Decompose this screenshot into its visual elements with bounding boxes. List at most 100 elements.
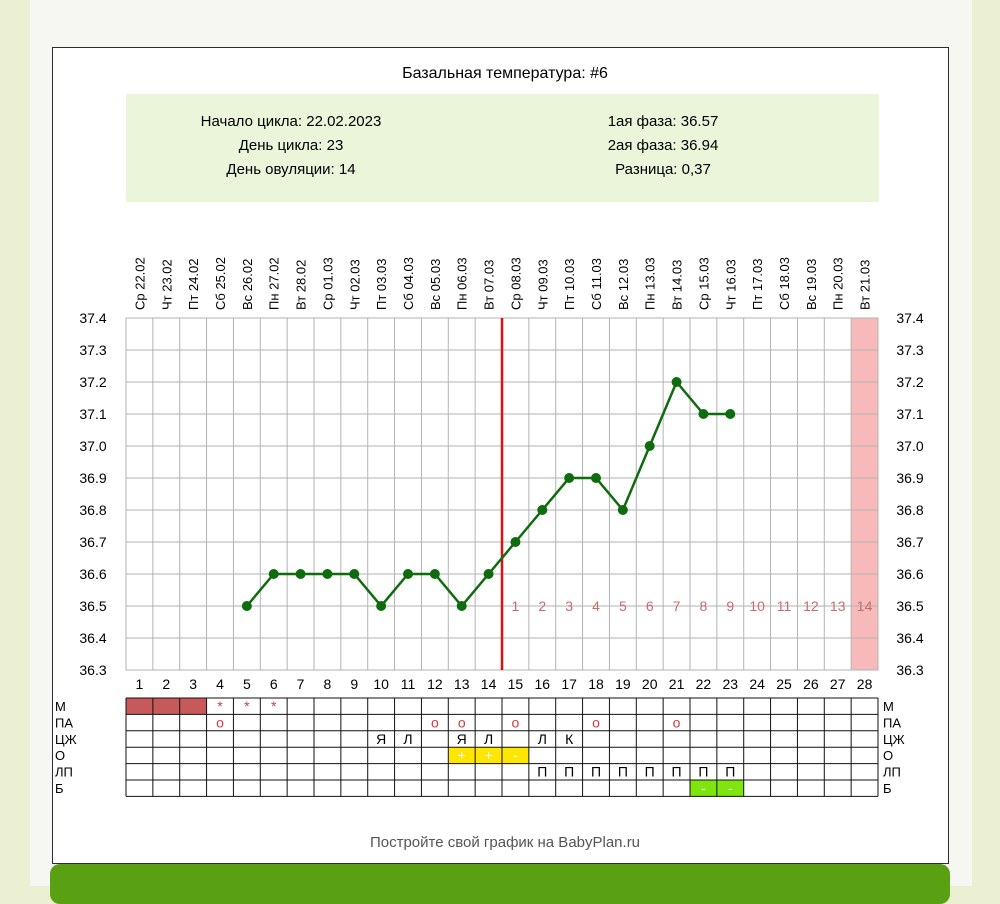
day-number: 8 xyxy=(324,676,332,692)
date-label: Чт 02.03 xyxy=(347,259,362,310)
day-number: 16 xyxy=(534,676,550,692)
day-number: 5 xyxy=(243,676,251,692)
day-number: 2 xyxy=(162,676,170,692)
cell-text: - xyxy=(513,747,518,763)
cell-text: П xyxy=(618,764,628,780)
y-tick-label-right: 37.1 xyxy=(896,406,923,422)
day-number: 7 xyxy=(297,676,305,692)
y-tick-label-left: 36.5 xyxy=(79,598,106,614)
y-tick-label-left: 36.9 xyxy=(79,470,106,486)
y-tick-label-left: 36.8 xyxy=(79,502,106,518)
cell-text: П xyxy=(698,764,708,780)
luteal-day-label: 10 xyxy=(749,598,765,614)
date-label: Чт 16.03 xyxy=(723,259,738,310)
plot-area: 37.4 37.4 37.3 37.3 37.2 37.2 37.1 37.1 37.0 37.0… xyxy=(55,257,924,797)
y-tick-label-left: 36.4 xyxy=(79,630,106,646)
day-number: 25 xyxy=(776,676,792,692)
cell-fill xyxy=(690,780,717,797)
temperature-point xyxy=(617,505,628,515)
row-label-left: ЦЖ xyxy=(55,732,77,747)
bbt-chart: Базальная температура: #6 Начало цикла: … xyxy=(55,65,924,851)
date-label: Сб 04.03 xyxy=(401,257,416,310)
cell-text: о xyxy=(592,714,600,730)
row-label-left: ЛП xyxy=(55,765,73,780)
cell-fill xyxy=(475,747,502,764)
day-number: 28 xyxy=(857,676,873,692)
luteal-day-label: 6 xyxy=(646,598,654,614)
day-number: 18 xyxy=(588,676,604,692)
day-number: 1 xyxy=(136,676,144,692)
day-number: 12 xyxy=(427,676,443,692)
y-tick-label-left: 37.4 xyxy=(79,310,106,326)
day-number: 20 xyxy=(642,676,658,692)
temperature-point xyxy=(644,441,655,451)
luteal-day-label: 13 xyxy=(830,598,846,614)
luteal-day-label: 2 xyxy=(538,598,546,614)
day-number: 23 xyxy=(722,676,738,692)
day-number: 17 xyxy=(561,676,577,692)
y-tick-label-right: 36.5 xyxy=(896,598,923,614)
cycle-start: Начало цикла: 22.02.2023 xyxy=(201,113,382,130)
date-label: Пн 13.03 xyxy=(643,257,658,310)
day-number: 6 xyxy=(270,676,278,692)
day-number: 24 xyxy=(749,676,765,692)
footer-bar xyxy=(50,864,950,904)
luteal-day-label: 9 xyxy=(726,598,734,614)
date-label: Пн 06.03 xyxy=(455,257,470,310)
temperature-point xyxy=(725,409,736,419)
temperature-point xyxy=(403,569,413,579)
temperature-point xyxy=(349,569,360,579)
cell-fill xyxy=(152,698,180,715)
temperature-point xyxy=(510,537,521,547)
y-tick-label-right: 37.0 xyxy=(896,438,923,454)
date-label: Ср 22.02 xyxy=(132,257,147,310)
temperature-point xyxy=(429,569,440,579)
temperature-point xyxy=(456,601,467,611)
temperature-point xyxy=(241,601,252,611)
cell-text: П xyxy=(645,764,655,780)
cell-text: о xyxy=(673,714,681,730)
cell-fill xyxy=(716,780,744,797)
ovulation-day: День овуляции: 14 xyxy=(226,161,355,178)
y-tick-label-left: 37.0 xyxy=(79,438,106,454)
cell-fill xyxy=(502,747,529,764)
date-label: Пт 17.03 xyxy=(750,259,765,310)
date-label: Вс 05.03 xyxy=(428,259,443,310)
cell-text: + xyxy=(458,747,466,763)
day-number: 27 xyxy=(830,676,846,692)
cell-text: о xyxy=(216,714,224,730)
date-label: Сб 25.02 xyxy=(213,257,228,310)
cell-text: * xyxy=(244,698,250,714)
day-number: 14 xyxy=(481,676,497,692)
phase-difference: Разница: 0,37 xyxy=(615,161,711,178)
y-tick-label-left: 36.6 xyxy=(79,566,106,582)
y-tick-label-right: 36.7 xyxy=(896,534,923,550)
cell-text: Л xyxy=(484,731,493,747)
y-tick-label-right: 37.3 xyxy=(896,342,923,358)
cell-text: Я xyxy=(376,731,386,747)
y-tick-label-right: 36.6 xyxy=(896,566,923,582)
y-tick-label-right: 36.9 xyxy=(896,470,923,486)
bbt-chart-card: Базальная температура: #6 Начало цикла: … xyxy=(52,47,949,864)
cell-fill xyxy=(126,698,153,715)
luteal-day-label: 1 xyxy=(512,598,520,614)
y-tick-label-right: 37.2 xyxy=(896,374,923,390)
row-label-right: Б xyxy=(883,781,892,796)
cell-text: Л xyxy=(538,731,547,747)
date-label: Вт 28.02 xyxy=(294,260,309,310)
y-tick-label-left: 37.2 xyxy=(79,374,106,390)
temperature-point xyxy=(295,569,306,579)
row-label-left: ПА xyxy=(55,715,73,730)
row-label-left: Б xyxy=(55,781,64,796)
date-label: Чт 23.02 xyxy=(159,259,174,310)
phase2-average: 2ая фаза: 36.94 xyxy=(608,137,719,154)
temperature-point xyxy=(564,473,575,483)
day-number: 19 xyxy=(615,676,631,692)
cell-text: о xyxy=(458,714,466,730)
footer-credit: Постройте свой график на BabyPlan.ru xyxy=(370,834,640,851)
date-label: Пн 20.03 xyxy=(831,257,846,310)
day-number: 11 xyxy=(401,676,416,692)
date-label: Сб 11.03 xyxy=(589,258,604,310)
day-number: 22 xyxy=(696,676,712,692)
day-number: 3 xyxy=(189,676,197,692)
